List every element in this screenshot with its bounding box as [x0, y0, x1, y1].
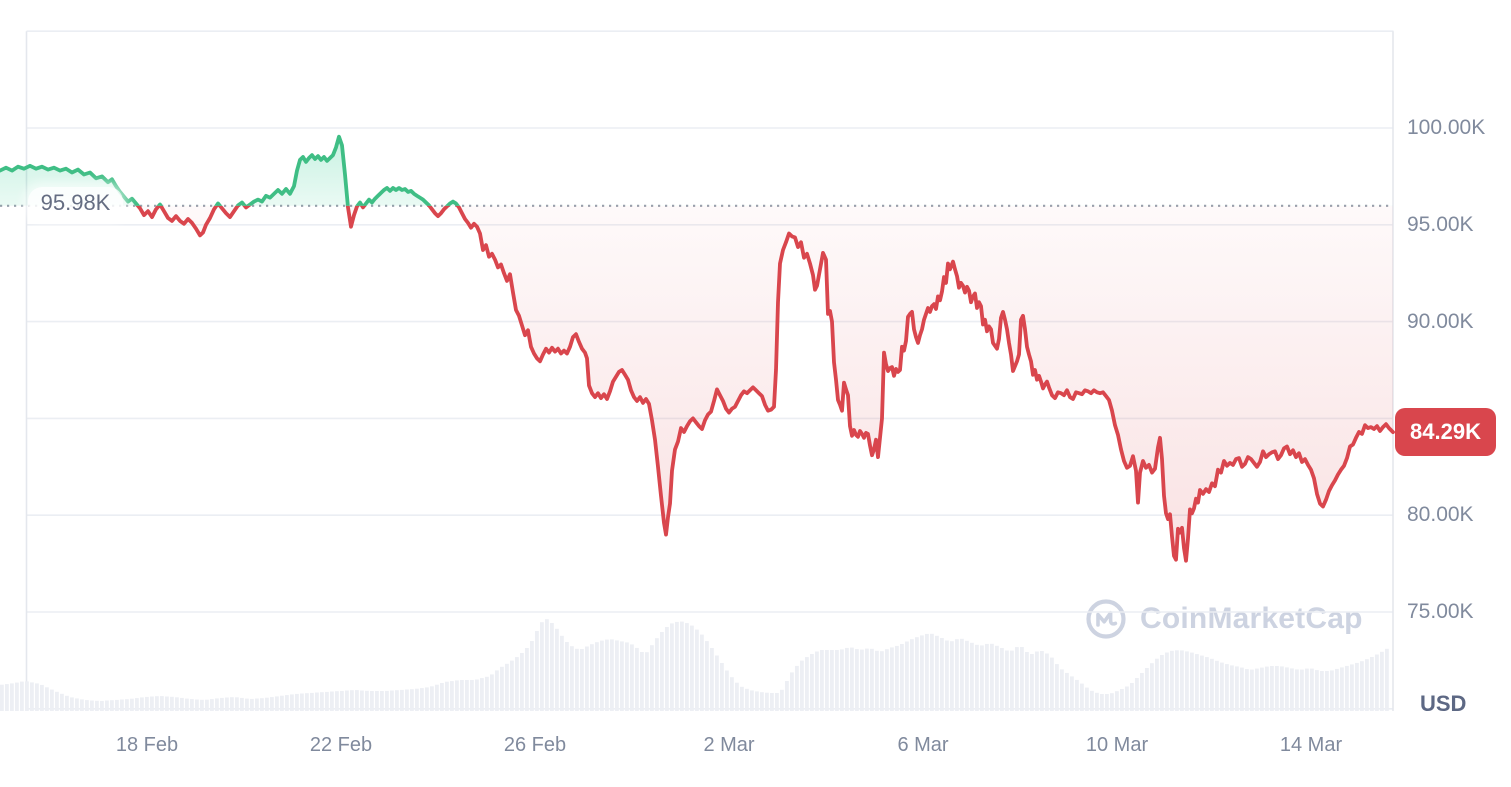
price-line-down-segment — [135, 205, 1395, 563]
x-axis-label: 18 Feb — [115, 734, 179, 756]
y-axis-label: 75.00K — [1407, 600, 1474, 623]
y-axis-label: 80.00K — [1407, 503, 1474, 527]
y-axis-label: 100.00K — [1407, 116, 1486, 139]
x-axis-label: 6 Mar — [897, 734, 949, 756]
volume-area — [0, 619, 1389, 711]
y-axis-label: 90.00K — [1407, 309, 1474, 333]
x-axis-label: 26 Feb — [503, 734, 567, 756]
baseline-price-label: 95.98K — [28, 187, 123, 219]
x-axis-label: 14 Mar — [1279, 734, 1343, 756]
x-axis-label: 22 Feb — [309, 734, 373, 756]
price-line-up-segment — [0, 134, 461, 206]
currency-label: USD — [1420, 691, 1467, 716]
y-axis-label: 95.00K — [1407, 212, 1474, 236]
current-price-badge: 84.29K — [1395, 408, 1496, 456]
x-axis-label: 2 Mar — [703, 734, 755, 756]
price-area-below-baseline — [137, 205, 1393, 561]
x-axis-label: 10 Mar — [1085, 734, 1149, 756]
